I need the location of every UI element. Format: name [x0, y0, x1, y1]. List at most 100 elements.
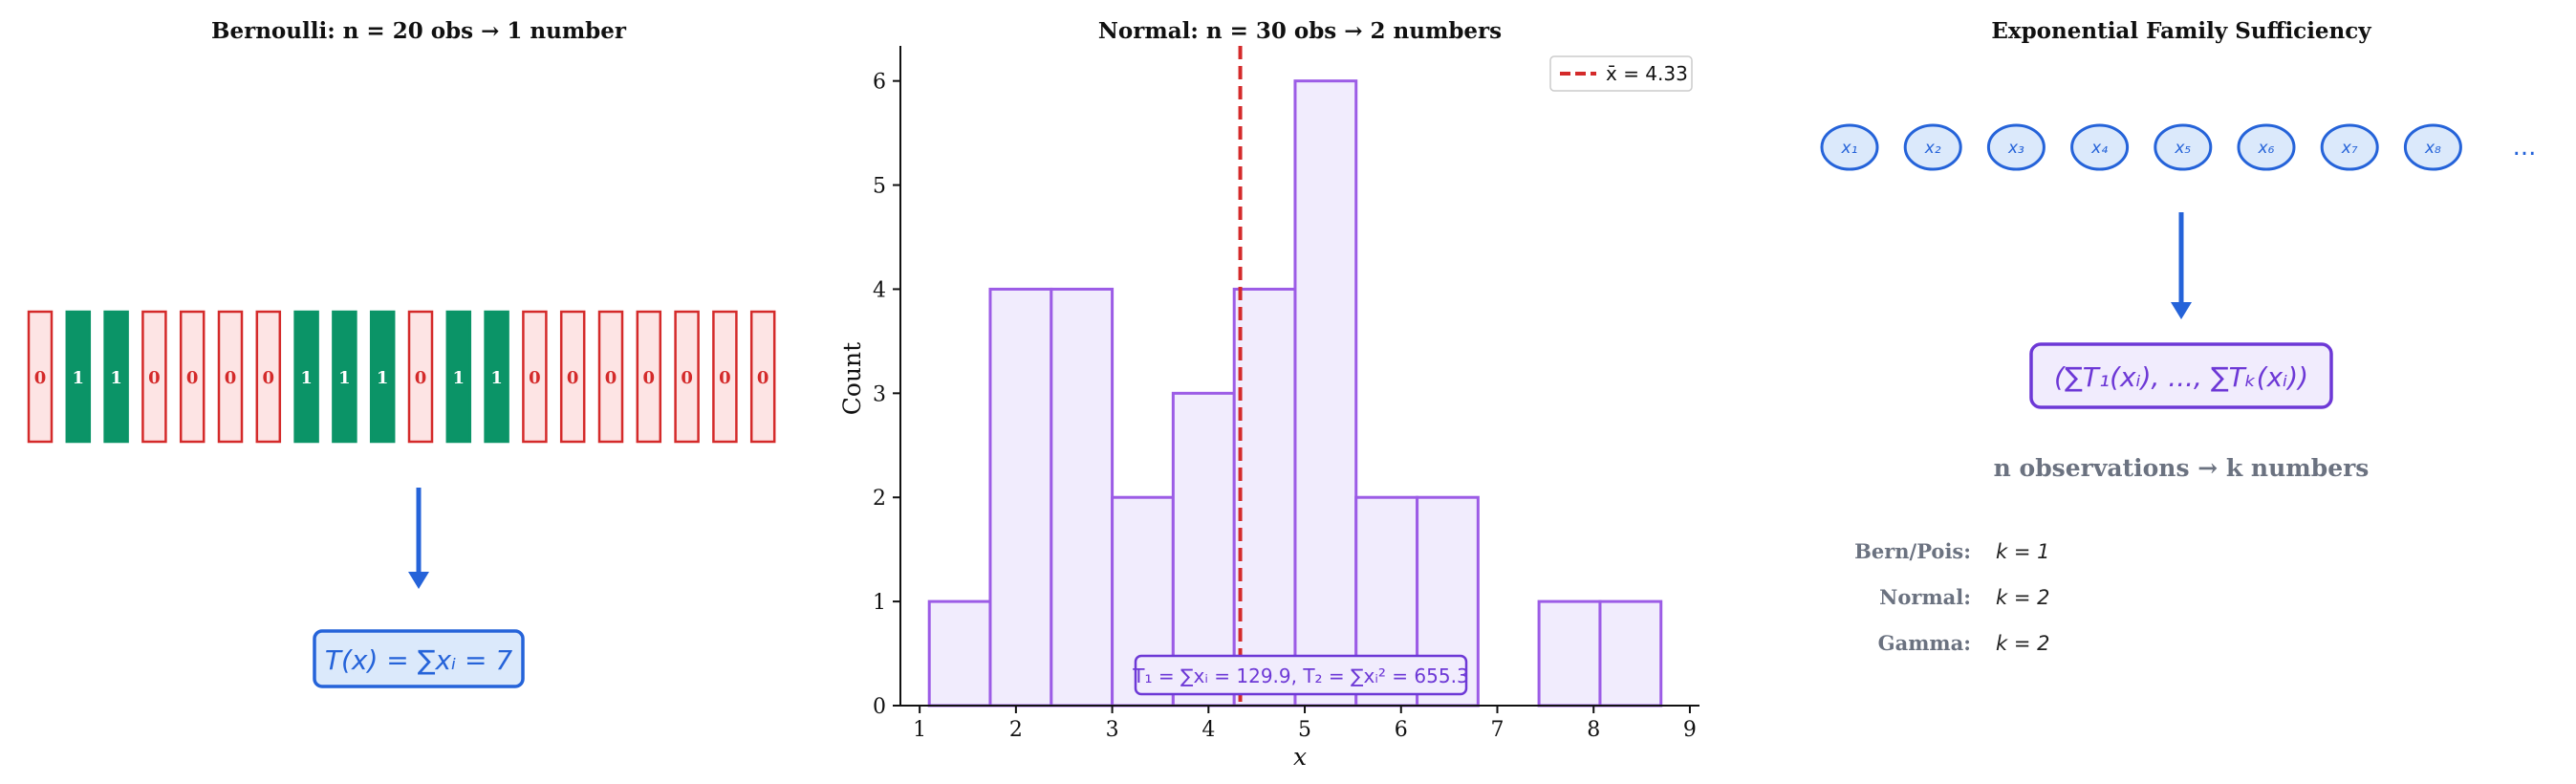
- exponential-family-panel: Exponential Family Sufficiency x₁ x₂ x₃ x₄ x…: [1820, 18, 2537, 655]
- observation-value: 1: [110, 368, 122, 388]
- observation-cell: 0: [522, 310, 548, 444]
- dimension-table: Bern/Pois: k = 1 Normal: k = 2 Gamma: k = 2: [1854, 539, 2049, 655]
- observation-value: 0: [567, 368, 579, 388]
- observation-cell-rect: [255, 310, 282, 444]
- statistics-annotation-box: [1134, 654, 1468, 696]
- observation-cell: 1: [103, 310, 129, 444]
- x-tick-label: 5: [1298, 718, 1311, 742]
- observation-value: 1: [73, 368, 85, 388]
- chart-title: Normal: n = 30 obs → 2 numbers: [1098, 18, 1502, 44]
- observation-cell: 1: [484, 310, 509, 444]
- observation-value: 1: [453, 368, 465, 388]
- normal-histogram-panel: Normal: n = 30 obs → 2 numbers 1 2 3 4 5 6 7 8 9…: [838, 18, 1699, 771]
- x-tick-label: 4: [1201, 718, 1215, 742]
- x-tick-label: 2: [1009, 718, 1023, 742]
- observation-cell-rect: [179, 310, 206, 444]
- observation-cell: 0: [27, 310, 54, 444]
- x-tick-label: 7: [1490, 718, 1504, 742]
- observation-value: 1: [377, 368, 389, 388]
- observation-cell: 1: [445, 310, 472, 444]
- observation-cell: 0: [712, 310, 738, 444]
- family-dimension: k = 2: [1996, 632, 2049, 655]
- observation-value: 0: [643, 368, 656, 388]
- dimension-row: Gamma: k = 2: [1878, 631, 2050, 655]
- observation-value: 0: [415, 368, 427, 388]
- summary-caption: n observations → k numbers: [1994, 454, 2370, 482]
- dimension-row: Bern/Pois: k = 1: [1854, 539, 2049, 563]
- observation-cell: 1: [332, 310, 357, 444]
- observation-node-ellipse: [2403, 123, 2462, 171]
- x-tick-label: 9: [1683, 718, 1697, 742]
- family-name: Normal:: [1879, 585, 1971, 609]
- observation-value: 0: [719, 368, 731, 388]
- observation-cell: 0: [597, 310, 624, 444]
- bernoulli-title: Bernoulli: n = 20 obs → 1 number: [211, 18, 627, 44]
- down-arrow-head: [408, 572, 429, 589]
- y-tick-label: 6: [873, 71, 886, 95]
- observation-value: 0: [529, 368, 541, 388]
- observation-node-label: x₈: [2424, 139, 2441, 158]
- y-tick-label: 4: [873, 278, 886, 302]
- x-tick-label: 1: [913, 718, 926, 742]
- observation-value: 0: [225, 368, 237, 388]
- observation-value: 0: [681, 368, 693, 388]
- observation-cell-rect: [597, 310, 624, 444]
- observation-node-label: x₆: [2258, 139, 2275, 158]
- y-tick-label: 5: [873, 175, 886, 199]
- y-axis-label: Count: [838, 342, 866, 415]
- observation-node: x₆: [2237, 123, 2296, 171]
- histogram-bar: [1293, 79, 1358, 708]
- observation-cell-rect: [712, 310, 738, 444]
- observation-value: 1: [338, 368, 351, 388]
- observation-cell: 0: [141, 310, 167, 444]
- sufficient-statistic-box: [313, 629, 525, 688]
- observation-node-ellipse: [1986, 123, 2046, 171]
- observation-cell-rect: [332, 310, 357, 444]
- observation-cell-rect: [27, 310, 54, 444]
- histogram-bar: [1050, 287, 1115, 708]
- observation-cell: 0: [559, 310, 586, 444]
- y-tick-label: 0: [873, 695, 886, 719]
- observation-node-label: x₅: [2174, 139, 2191, 158]
- legend: x̄ = 4.33: [1549, 55, 1693, 92]
- axes: 1 2 3 4 5 6 7 8 9 0 1 2 3 4 5 6: [873, 46, 1699, 742]
- observation-node: x₇: [2320, 123, 2379, 171]
- observation-value: 0: [148, 368, 161, 388]
- observation-cell: 0: [674, 310, 700, 444]
- x-tick-label: 8: [1587, 718, 1600, 742]
- y-tick-label: 3: [873, 382, 886, 406]
- observation-node: x₂: [1903, 123, 1962, 171]
- histogram-bars: [927, 79, 1663, 708]
- observation-node-ellipse: [1820, 123, 1879, 171]
- observation-cell-rect: [484, 310, 509, 444]
- observation-value: 1: [300, 368, 313, 388]
- observation-node: x₃: [1986, 123, 2046, 171]
- observation-node-label: x₂: [1924, 139, 1941, 158]
- observation-node-ellipse: [2237, 123, 2296, 171]
- observation-cell: 0: [217, 310, 244, 444]
- observation-node: x₈: [2403, 123, 2462, 171]
- down-arrow-2-head: [2171, 302, 2192, 319]
- observation-cell: 0: [407, 310, 434, 444]
- sufficient-statistic: T(x) = ∑xᵢ = 7: [325, 644, 512, 676]
- x-tick-label: 6: [1395, 718, 1408, 742]
- histogram-bar: [1598, 599, 1663, 708]
- observation-value: 0: [757, 368, 769, 388]
- nodes-ellipsis: ...: [2513, 133, 2537, 162]
- observation-node-label: x₃: [2007, 139, 2024, 158]
- observation-cell-rect: [369, 310, 396, 444]
- observation-value: 0: [263, 368, 275, 388]
- observation-cell: 0: [179, 310, 206, 444]
- observation-node: x₁: [1820, 123, 1879, 171]
- observation-cell-rect: [65, 310, 92, 444]
- observation-node-label: x₁: [1841, 139, 1858, 158]
- observation-node-ellipse: [2154, 123, 2213, 171]
- observation-cell-rect: [636, 310, 662, 444]
- observation-cell-rect: [674, 310, 700, 444]
- y-tick-label: 1: [873, 591, 886, 615]
- histogram-bar: [1232, 287, 1297, 708]
- histogram-bar: [1537, 599, 1602, 708]
- natural-statistic: (∑T₁(xᵢ), ..., ∑Tₖ(xᵢ)): [2054, 361, 2308, 393]
- x-tick-label: 3: [1106, 718, 1119, 742]
